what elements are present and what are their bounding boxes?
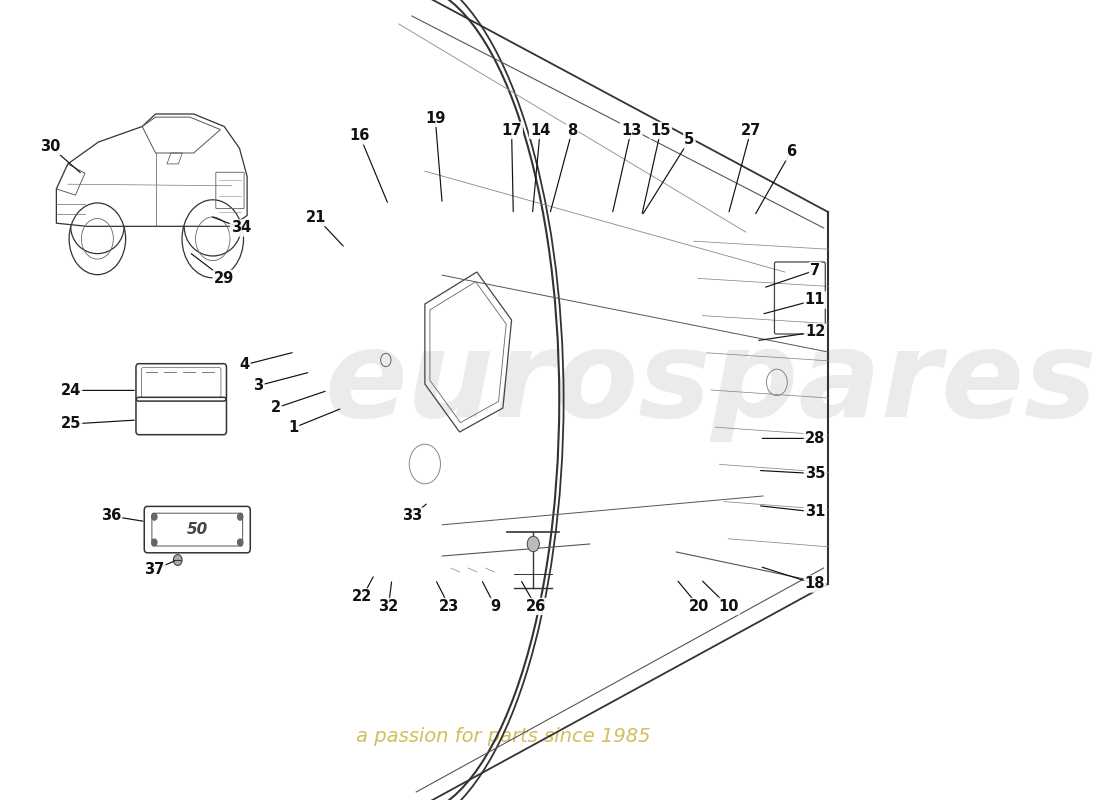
Text: 31: 31 xyxy=(805,505,825,519)
Circle shape xyxy=(527,536,539,552)
Text: 4: 4 xyxy=(240,358,250,372)
Text: 1: 1 xyxy=(288,421,298,435)
Text: 28: 28 xyxy=(805,431,825,446)
Text: 18: 18 xyxy=(805,577,825,591)
Text: 3: 3 xyxy=(253,378,264,393)
Text: 32: 32 xyxy=(378,599,398,614)
Text: 9: 9 xyxy=(490,599,500,614)
Text: 27: 27 xyxy=(740,123,761,138)
Circle shape xyxy=(174,554,183,566)
Text: 12: 12 xyxy=(805,325,825,339)
Text: 14: 14 xyxy=(530,123,550,138)
Circle shape xyxy=(152,514,157,520)
Text: 8: 8 xyxy=(568,123,578,138)
Circle shape xyxy=(238,539,243,546)
Circle shape xyxy=(238,514,243,520)
Text: 20: 20 xyxy=(689,599,710,614)
Text: a passion for parts since 1985: a passion for parts since 1985 xyxy=(355,726,650,746)
Text: 21: 21 xyxy=(306,210,327,225)
Text: 26: 26 xyxy=(526,599,546,614)
Text: 19: 19 xyxy=(425,111,446,126)
Text: 35: 35 xyxy=(805,466,825,481)
Text: 25: 25 xyxy=(60,417,81,431)
Text: 15: 15 xyxy=(650,123,671,138)
Text: 13: 13 xyxy=(621,123,641,138)
Text: 23: 23 xyxy=(439,599,460,614)
Text: 24: 24 xyxy=(60,383,81,398)
Text: 6: 6 xyxy=(785,145,795,159)
Text: 33: 33 xyxy=(402,509,422,523)
Text: 50: 50 xyxy=(187,522,208,537)
Text: 34: 34 xyxy=(231,221,251,235)
Text: eurospares: eurospares xyxy=(324,326,1098,442)
Text: 10: 10 xyxy=(718,599,738,614)
Text: 37: 37 xyxy=(144,562,165,577)
Text: 29: 29 xyxy=(213,271,234,286)
Text: 36: 36 xyxy=(101,509,121,523)
Text: 16: 16 xyxy=(350,129,370,143)
Text: 5: 5 xyxy=(684,133,694,147)
Text: 22: 22 xyxy=(352,590,373,604)
Text: 7: 7 xyxy=(810,263,821,278)
Text: 11: 11 xyxy=(805,293,825,307)
Text: 17: 17 xyxy=(502,123,521,138)
Circle shape xyxy=(152,539,157,546)
Text: 30: 30 xyxy=(40,139,60,154)
Text: 2: 2 xyxy=(271,401,281,415)
